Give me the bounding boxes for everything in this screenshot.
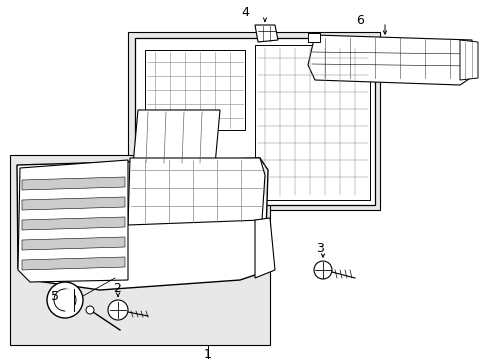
Polygon shape (307, 35, 474, 85)
Polygon shape (254, 45, 369, 200)
Text: 3: 3 (315, 242, 323, 255)
Text: 4: 4 (241, 6, 248, 19)
Polygon shape (10, 155, 269, 345)
Polygon shape (22, 197, 125, 210)
Text: 6: 6 (355, 13, 363, 27)
Text: 1: 1 (203, 348, 211, 360)
Polygon shape (307, 33, 319, 42)
Polygon shape (459, 40, 477, 80)
Circle shape (47, 282, 83, 318)
Polygon shape (22, 177, 125, 190)
Polygon shape (18, 160, 128, 282)
Circle shape (313, 261, 331, 279)
Circle shape (86, 306, 94, 314)
Polygon shape (133, 110, 220, 165)
Polygon shape (145, 50, 244, 130)
Polygon shape (22, 217, 125, 230)
Polygon shape (128, 32, 379, 210)
Polygon shape (65, 289, 74, 311)
Polygon shape (22, 257, 125, 270)
Polygon shape (254, 25, 278, 42)
Text: 2: 2 (113, 282, 121, 294)
Polygon shape (128, 158, 264, 225)
Circle shape (108, 300, 128, 320)
Polygon shape (17, 158, 267, 290)
Polygon shape (254, 218, 274, 278)
Text: 5: 5 (51, 289, 59, 302)
Polygon shape (135, 38, 374, 205)
Polygon shape (22, 237, 125, 250)
Circle shape (54, 289, 76, 311)
